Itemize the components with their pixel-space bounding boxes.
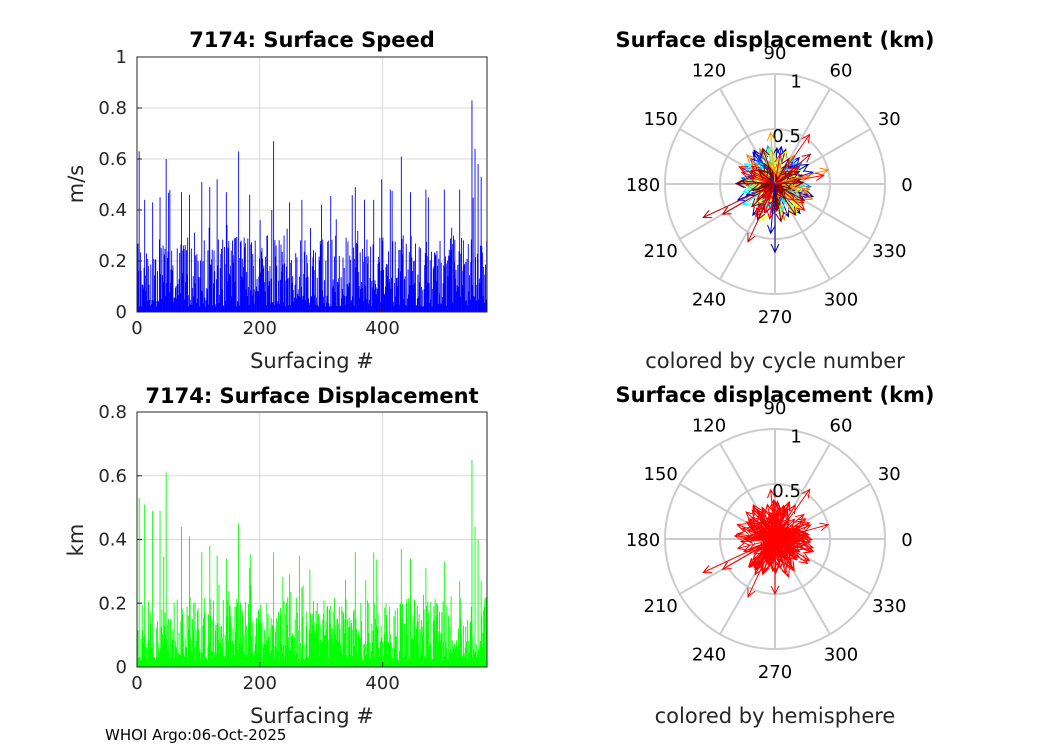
displacement-ytick-label: 0.6 (98, 466, 127, 487)
displacement-vector (747, 538, 776, 568)
polar-cycle-angle-label: 270 (758, 307, 792, 328)
polar-hemisphere-angle-label: 300 (824, 644, 858, 665)
displacement-xtick-label: 200 (243, 673, 277, 694)
polar-cycle-title: Surface displacement (km) (615, 28, 934, 52)
speed-xtick-label: 400 (365, 318, 399, 339)
displacement-xtick-label: 0 (131, 673, 142, 694)
displacement-chart-xlabel: Surfacing # (250, 704, 374, 728)
displacement-vector (702, 183, 776, 219)
speed-ytick-label: 1 (116, 47, 127, 68)
displacement-vector (774, 183, 806, 201)
polar-cycle-xlabel: colored by cycle number (645, 349, 905, 373)
displacement-vector (774, 488, 811, 540)
polar-cycle-angle-label: 30 (878, 109, 901, 130)
polar-hemisphere-angle-label: 150 (644, 464, 678, 485)
displacement-vector (747, 538, 776, 598)
speed-ytick-label: 0 (116, 302, 127, 323)
displacement-chart-ylabel: km (64, 524, 88, 557)
displacement-xtick-label: 400 (365, 673, 399, 694)
polar-cycle-angle-label: 0 (901, 175, 912, 196)
displacement-vector (757, 509, 776, 540)
polar-cycle-angle-label: 120 (692, 61, 726, 82)
polar-hemisphere-panel: Surface displacement (km) colored by hem… (615, 383, 934, 728)
displacement-vector (721, 183, 776, 215)
speed-chart-xlabel: Surfacing # (250, 349, 374, 373)
speed-xtick-label: 200 (243, 318, 277, 339)
polar-cycle-angle-label: 240 (692, 289, 726, 310)
polar-cycle-r-label: 1 (790, 72, 801, 93)
polar-hemisphere-angle-label: 0 (901, 530, 912, 551)
polar-cycle-angle-label: 180 (626, 175, 660, 196)
speed-chart-panel: 7174: Surface Speed Surfacing # m/s 0 200… (64, 28, 488, 373)
displacement-vector (750, 169, 776, 185)
polar-hemisphere-angle-label: 210 (644, 596, 678, 617)
displacement-vector (774, 183, 785, 223)
polar-hemisphere-angle-label: 240 (692, 644, 726, 665)
displacement-vector (774, 538, 793, 569)
displacement-vector (702, 538, 776, 574)
displacement-chart-title: 7174: Surface Displacement (145, 384, 478, 408)
speed-chart-ylabel: m/s (64, 165, 88, 203)
speed-chart-title: 7174: Surface Speed (189, 28, 435, 52)
polar-cycle-panel: Surface displacement (km) colored by cyc… (615, 28, 934, 373)
speed-ytick-label: 0.4 (98, 200, 127, 221)
speed-ytick-label: 0.2 (98, 251, 127, 272)
displacement-vector (766, 131, 776, 185)
displacement-vector (774, 167, 830, 185)
polar-hemisphere-angle-label: 60 (830, 416, 853, 437)
speed-xtick-label: 0 (131, 318, 142, 339)
displacement-bars (136, 459, 488, 667)
polar-cycle-angle-label: 60 (830, 61, 853, 82)
displacement-vector (750, 524, 776, 540)
displacement-vector (757, 154, 776, 185)
displacement-vector (774, 153, 812, 185)
displacement-chart-panel: 7174: Surface Displacement Surfacing # k… (64, 384, 488, 728)
polar-hemisphere-r-label: 1 (790, 427, 801, 448)
displacement-ytick-label: 0.8 (98, 402, 127, 423)
polar-hemisphere-angle-label: 90 (764, 398, 787, 419)
displacement-vector (767, 488, 776, 540)
polar-cycle-r-label: 0.5 (772, 126, 801, 147)
polar-hemisphere-angle-label: 330 (872, 596, 906, 617)
speed-bars (136, 100, 488, 312)
polar-cycle-angle-label: 330 (872, 241, 906, 262)
polar-cycle-angle-label: 300 (824, 289, 858, 310)
polar-hemisphere-angle-label: 180 (626, 530, 660, 551)
displacement-ytick-label: 0 (116, 657, 127, 678)
footer-credit: WHOI Argo:06-Oct-2025 (105, 726, 286, 744)
polar-hemisphere-vectors (702, 488, 830, 598)
displacement-vector (774, 133, 811, 185)
displacement-vector (751, 183, 776, 208)
speed-ytick-label: 0.6 (98, 149, 127, 170)
displacement-ytick-label: 0.4 (98, 530, 127, 551)
polar-cycle-vectors (702, 131, 830, 254)
displacement-ytick-label: 0.2 (98, 593, 127, 614)
polar-cycle-angle-label: 90 (764, 43, 787, 64)
polar-hemisphere-title: Surface displacement (km) (615, 383, 934, 407)
polar-hemisphere-angle-label: 30 (878, 464, 901, 485)
displacement-vector (747, 183, 776, 243)
polar-cycle-angle-label: 150 (644, 109, 678, 130)
polar-hemisphere-angle-label: 270 (758, 662, 792, 683)
displacement-vector (774, 172, 825, 185)
displacement-vector (770, 539, 780, 596)
polar-cycle-angle-label: 210 (644, 241, 678, 262)
polar-hemisphere-angle-label: 120 (692, 416, 726, 437)
displacement-vector (774, 522, 830, 540)
displacement-vector (767, 183, 776, 235)
speed-axes-box (136, 56, 488, 313)
displacement-vector (770, 184, 780, 254)
speed-ytick-label: 0.8 (98, 98, 127, 119)
displacement-vector (734, 179, 776, 188)
polar-hemisphere-xlabel: colored by hemisphere (655, 704, 896, 728)
displacement-vector (721, 538, 776, 570)
polar-hemisphere-r-label: 0.5 (772, 481, 801, 502)
